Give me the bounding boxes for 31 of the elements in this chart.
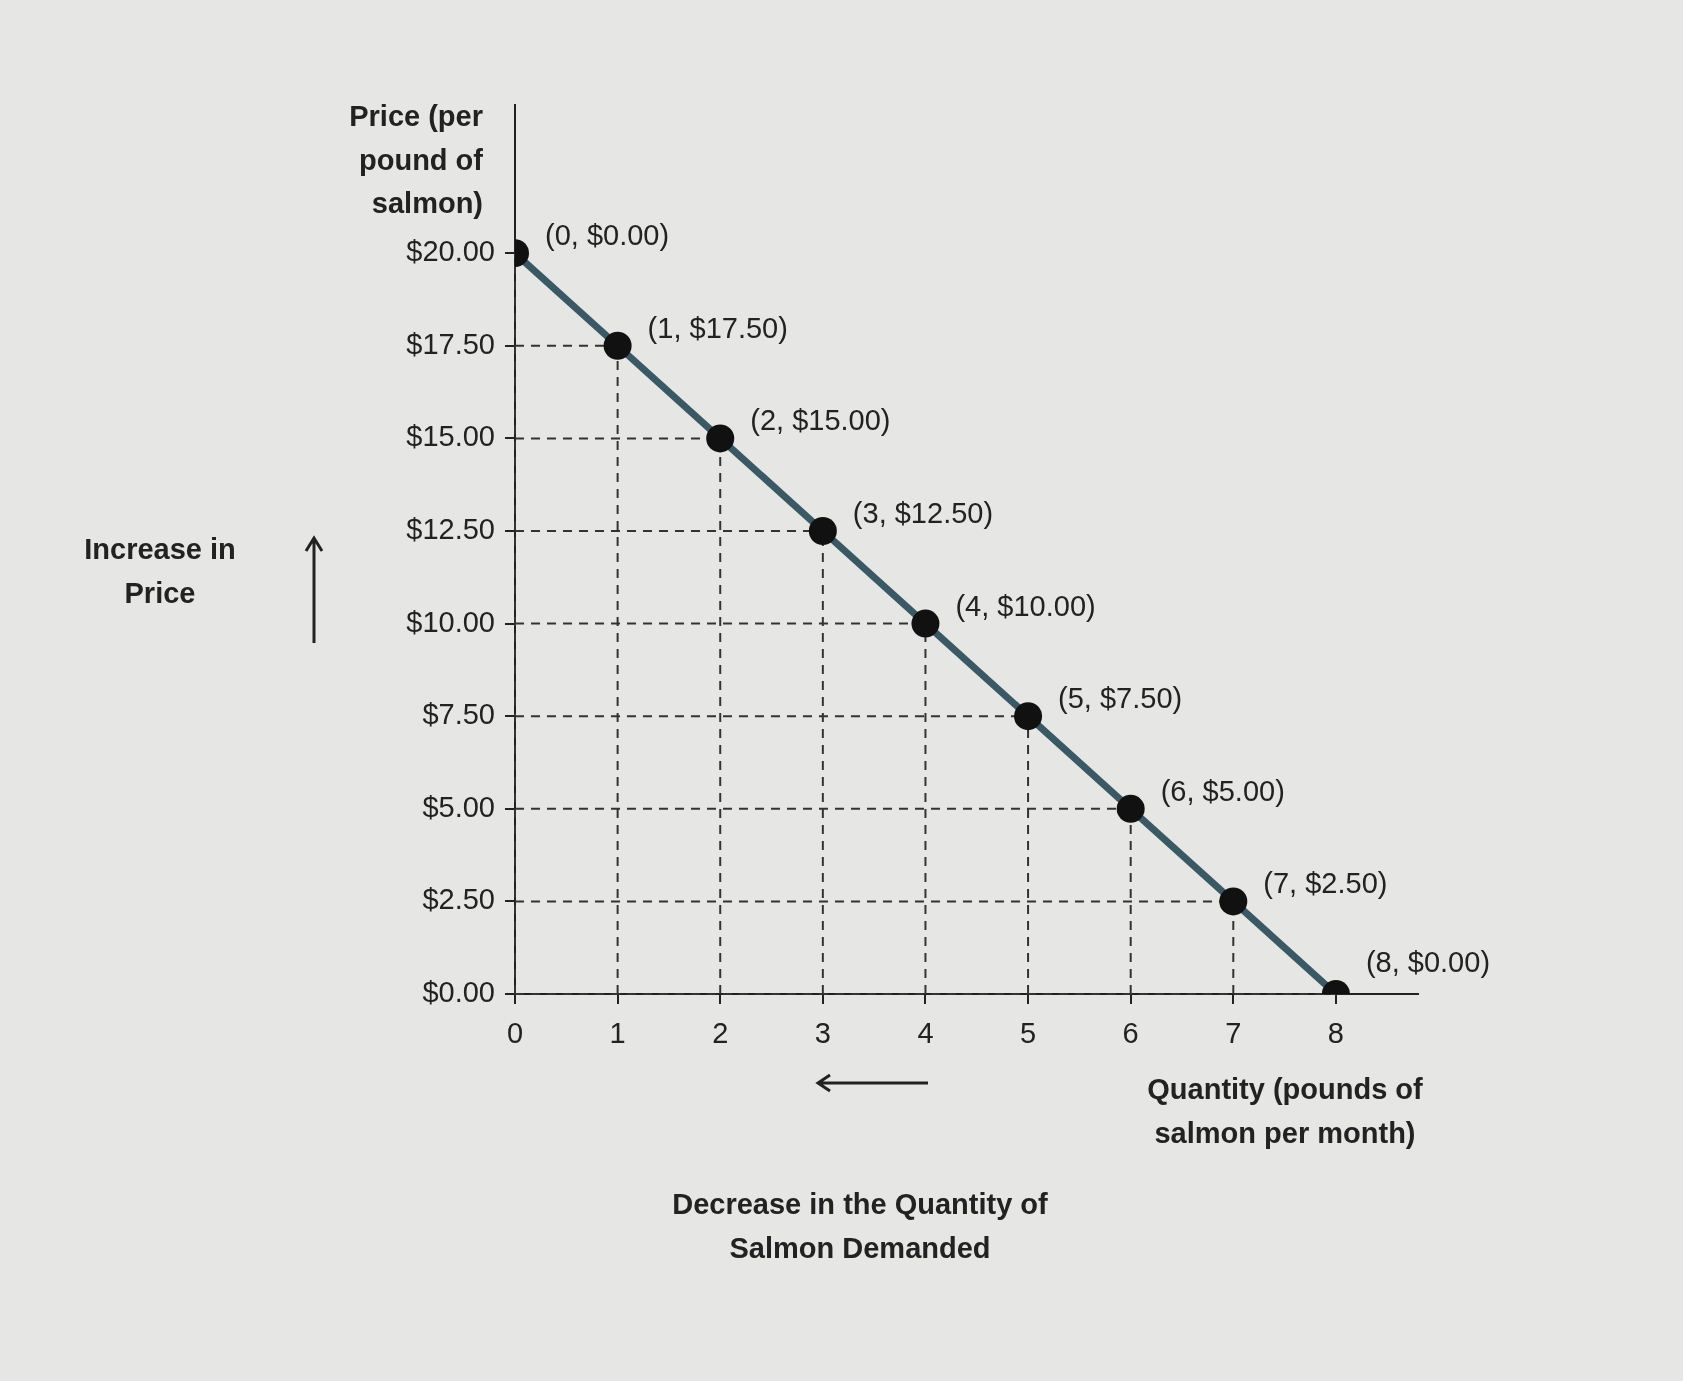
- x-tick-label: 7: [1225, 1017, 1242, 1050]
- data-label: (2, $15.00): [750, 404, 891, 437]
- x-tick-label: 6: [1122, 1017, 1139, 1050]
- y-tick-label: $12.50: [406, 512, 495, 545]
- text: Increase in Price: [83, 532, 237, 611]
- x-tick-label: 5: [1020, 1017, 1037, 1050]
- data-label: (3, $12.50): [852, 496, 994, 529]
- x-axis-title: Quantity (pounds of salmon per month): [1146, 1072, 1424, 1151]
- y-tick-label: $2.50: [422, 883, 495, 916]
- y-tick-label: $0.00: [422, 976, 495, 1008]
- y-axis-title: Price (per pound of salmon): [348, 99, 483, 221]
- x-tick-label: 2: [712, 1017, 729, 1050]
- y-tick-label: $17.50: [406, 327, 495, 360]
- data-label: (6, $5.00): [1160, 774, 1285, 807]
- y-tick-label: $7.50: [422, 698, 495, 731]
- x-tick-label: 1: [609, 1017, 626, 1050]
- y-tick-label: $5.00: [422, 790, 495, 823]
- x-tick-label: 3: [814, 1017, 831, 1050]
- data-label: (8, $0.00): [1365, 946, 1491, 978]
- x-tick-label: 0: [506, 1017, 524, 1050]
- text: Decrease in the Quantity of Salmon Demanded: [671, 1187, 1049, 1266]
- data-label: (0, $0.00): [545, 219, 670, 252]
- data-label: (5, $7.50): [1058, 682, 1183, 715]
- x-tick-label: 4: [917, 1017, 934, 1050]
- data-label: (7, $2.50): [1263, 867, 1388, 900]
- x-tick-label: 8: [1327, 1017, 1344, 1050]
- y-tick-label: $20.00: [406, 235, 495, 268]
- y-tick-label: $15.00: [406, 420, 495, 453]
- data-label: (4, $10.00): [955, 589, 1096, 622]
- data-label: (1, $17.50): [647, 311, 788, 344]
- y-tick-label: $10.00: [406, 605, 495, 638]
